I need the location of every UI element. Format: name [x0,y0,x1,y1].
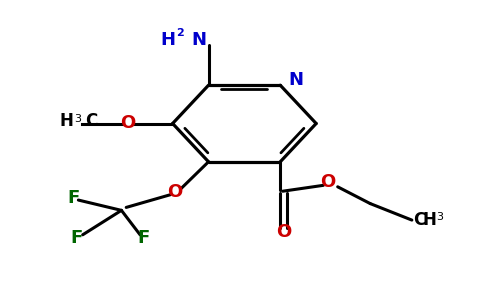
Text: O: O [276,223,291,241]
Text: O: O [121,115,136,133]
Text: H: H [423,211,437,229]
Text: F: F [67,189,80,207]
Text: C: C [85,112,97,130]
Text: H: H [160,31,175,49]
Text: H: H [60,112,74,130]
Text: F: F [71,229,83,247]
Text: F: F [138,229,150,247]
Text: 3: 3 [436,212,443,222]
Text: C: C [413,211,425,229]
Text: N: N [192,31,207,49]
Text: 2: 2 [176,28,184,38]
Text: N: N [288,71,303,89]
Text: 3: 3 [75,114,81,124]
Text: O: O [167,183,182,201]
Text: O: O [320,173,336,191]
